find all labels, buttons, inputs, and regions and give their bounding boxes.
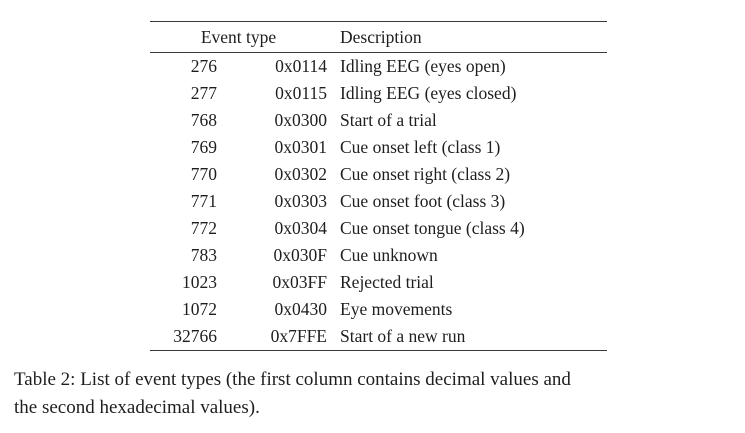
- event-hex-value: 0x0302: [274, 164, 328, 184]
- event-decimal-value: 1072: [182, 299, 217, 319]
- column-header-description: Description: [327, 21, 607, 53]
- event-hex-value: 0x0303: [274, 191, 328, 211]
- event-description: Cue onset tongue (class 4): [340, 218, 525, 238]
- table-caption: Table 2: List of event types (the first …: [14, 366, 740, 422]
- table-row: 772 0x0304 Cue onset tongue (class 4): [150, 215, 607, 242]
- event-description: Cue unknown: [340, 245, 438, 265]
- event-hex-value: 0x0304: [274, 218, 328, 238]
- table-caption-line-2: the second hexadecimal values).: [14, 397, 260, 418]
- table-row: 771 0x0303 Cue onset foot (class 3): [150, 188, 607, 215]
- table-caption-line-1: Table 2: List of event types (the first …: [14, 369, 571, 390]
- event-decimal-value: 783: [190, 245, 217, 265]
- event-hex-value: 0x0300: [274, 110, 328, 130]
- event-hex-value: 0x0301: [274, 137, 328, 157]
- table-header: Event type Description: [150, 21, 607, 53]
- event-hex-value: 0x030F: [273, 245, 327, 265]
- event-types-table: Event type Description 276 0x0114 Idling E…: [150, 21, 607, 351]
- event-decimal-value: 277: [190, 83, 217, 103]
- event-decimal-value: 276: [190, 56, 217, 76]
- event-hex-value: 0x0114: [275, 56, 327, 76]
- event-decimal-value: 771: [190, 191, 217, 211]
- table-row: 276 0x0114 Idling EEG (eyes open): [150, 53, 607, 81]
- event-description: Start of a new run: [340, 326, 466, 346]
- table-row: 783 0x030F Cue unknown: [150, 242, 607, 269]
- table-row: 32766 0x7FFE Start of a new run: [150, 323, 607, 351]
- event-description: Rejected trial: [340, 272, 434, 292]
- event-description: Idling EEG (eyes open): [340, 56, 506, 76]
- event-decimal-value: 769: [190, 137, 217, 157]
- event-description: Cue onset foot (class 3): [340, 191, 506, 211]
- event-decimal-value: 770: [190, 164, 217, 184]
- event-description: Cue onset left (class 1): [340, 137, 501, 157]
- table-row: 770 0x0302 Cue onset right (class 2): [150, 161, 607, 188]
- table-row: 769 0x0301 Cue onset left (class 1): [150, 134, 607, 161]
- event-hex-value: 0x03FF: [272, 272, 327, 292]
- table-row: 768 0x0300 Start of a trial: [150, 107, 607, 134]
- event-description: Start of a trial: [340, 110, 437, 130]
- event-hex-value: 0x7FFE: [270, 326, 327, 346]
- header-row: Event type Description: [150, 21, 607, 53]
- event-hex-value: 0x0430: [274, 299, 328, 319]
- table-row: 1023 0x03FF Rejected trial: [150, 269, 607, 296]
- event-description: Eye movements: [340, 299, 453, 319]
- table-body: 276 0x0114 Idling EEG (eyes open) 277 0x0115…: [150, 53, 607, 351]
- event-description: Idling EEG (eyes closed): [340, 83, 517, 103]
- event-decimal-value: 1023: [182, 272, 217, 292]
- column-header-event-type: Event type: [150, 21, 327, 53]
- event-decimal-value: 768: [190, 110, 217, 130]
- event-decimal-value: 32766: [173, 326, 217, 346]
- event-hex-value: 0x0115: [275, 83, 327, 103]
- event-description: Cue onset right (class 2): [340, 164, 511, 184]
- event-decimal-value: 772: [190, 218, 217, 238]
- table-row: 1072 0x0430 Eye movements: [150, 296, 607, 323]
- table-row: 277 0x0115 Idling EEG (eyes closed): [150, 80, 607, 107]
